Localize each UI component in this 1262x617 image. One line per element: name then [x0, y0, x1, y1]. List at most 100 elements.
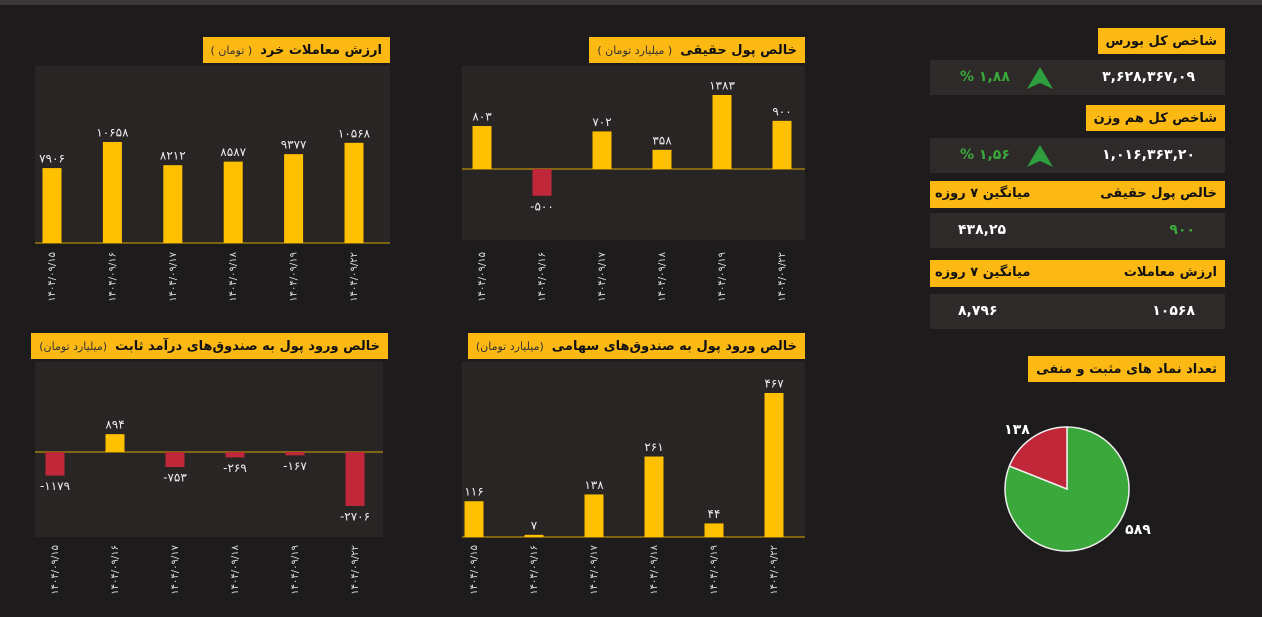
average-row: ۱۰۵۶۸ ۸,۷۹۶	[930, 294, 1225, 329]
value-label: ۱۱۶	[464, 485, 483, 499]
chart-title: تعداد نماد های مثبت و منفی	[1036, 361, 1217, 377]
plot-area	[462, 362, 805, 537]
index-title-badge: شاخص کل هم وزن	[1085, 105, 1225, 131]
value-label: -۱۶۷	[283, 459, 307, 473]
value-label: ۱۰۵۶۸	[338, 126, 371, 140]
value-label: ۷۹۰۶	[39, 152, 65, 166]
index-value: ۳,۶۲۸,۳۶۷,۰۹	[1102, 69, 1195, 85]
x-tick-label: ۱۴۰۴/۰۹/۱۵	[50, 545, 61, 595]
index-change: ۱,۸۸ %	[960, 69, 1010, 85]
bar	[344, 142, 364, 243]
x-tick-label: ۱۴۰۴/۰۹/۱۸	[230, 544, 241, 594]
bar	[345, 452, 365, 506]
top-strip	[0, 0, 1262, 5]
bar	[285, 452, 305, 456]
value-label: -۲۷۰۶	[340, 510, 370, 524]
x-tick-label: ۱۴۰۴/۰۹/۱۹	[717, 252, 728, 302]
bar	[472, 126, 492, 169]
up-arrow	[1027, 67, 1053, 89]
bar	[652, 149, 672, 169]
chart-subtitle: ( میلیارد تومان )	[597, 43, 673, 57]
value-label: ۸۹۴	[105, 418, 124, 432]
x-tick-label: ۱۴۰۴/۰۹/۱۷	[597, 251, 608, 301]
bar	[284, 154, 304, 243]
x-tick-label: ۱۴۰۴/۰۹/۲۲	[350, 545, 361, 595]
value-label: ۸۰۳	[472, 110, 492, 124]
x-tick-label: ۱۴۰۴/۰۹/۱۶	[107, 252, 118, 302]
value-label: ۸۵۸۷	[220, 145, 246, 159]
average-header: ارزش معاملات میانگین ۷ روزه	[930, 260, 1225, 287]
x-tick-label: ۱۴۰۴/۰۹/۱۷	[170, 544, 181, 594]
chart-subtitle: ( تومان )	[210, 43, 253, 57]
index-value: ۱,۰۱۶,۳۶۳,۲۰	[1102, 147, 1195, 163]
value-label: ۲۶۱	[644, 440, 663, 454]
pie-slice	[1008, 426, 1068, 491]
value-label: ۳۵۸	[652, 133, 672, 147]
x-tick-label: ۱۴۰۴/۰۹/۱۹	[289, 252, 300, 302]
bar	[704, 523, 724, 537]
bar	[532, 169, 552, 196]
x-tick-label: ۱۴۰۴/۰۹/۱۹	[709, 545, 720, 595]
up-arrow	[1027, 145, 1053, 167]
value-label: -۵۰۰	[530, 199, 554, 213]
chart-title: خالص ورود پول به صندوق‌های درآمد ثابت	[115, 338, 380, 354]
value-label: ۵۸۹	[1125, 522, 1151, 538]
bar	[712, 95, 732, 169]
bar	[163, 165, 183, 243]
x-tick-label: ۱۴۰۴/۰۹/۱۵	[477, 252, 488, 302]
bar	[772, 120, 792, 169]
x-tick-label: ۱۴۰۴/۰۹/۱۶	[110, 545, 121, 595]
index-title: شاخص کل بورس	[1105, 33, 1217, 49]
chart-title-badge: ارزش معاملات خرد ( تومان )	[202, 37, 390, 63]
bar	[592, 131, 612, 169]
x-tick-label: ۱۴۰۴/۰۹/۱۶	[537, 252, 548, 302]
bar	[584, 494, 604, 537]
average-row: ۹۰۰ ۴۳۸,۲۵	[930, 213, 1225, 248]
chart-title-badge: خالص ورود پول به صندوق‌های درآمد ثابت (م…	[31, 333, 388, 359]
x-tick-label: ۱۴۰۴/۰۹/۲۲	[349, 252, 360, 302]
average-value: ۹۰۰	[1169, 222, 1195, 238]
x-tick-label: ۱۴۰۴/۰۹/۱۶	[529, 545, 540, 595]
x-tick-label: ۱۴۰۴/۰۹/۱۹	[290, 545, 301, 595]
average-value: ۱۰۵۶۸	[1152, 303, 1195, 319]
plot-area	[35, 362, 383, 537]
bar	[464, 501, 484, 537]
bar	[45, 452, 65, 476]
x-tick-label: ۱۴۰۴/۰۹/۱۸	[657, 251, 668, 301]
average-header: خالص پول حقیقی میانگین ۷ روزه	[930, 181, 1225, 208]
bar	[42, 168, 62, 243]
value-label: ۸۲۱۲	[160, 149, 186, 163]
bar	[102, 142, 122, 243]
value-label: -۲۶۹	[223, 461, 247, 475]
x-tick-label: ۱۴۰۴/۰۹/۲۲	[777, 252, 788, 302]
bar	[105, 434, 125, 452]
chart-title: خالص پول حقیقی	[680, 42, 797, 58]
average-avg: ۴۳۸,۲۵	[958, 222, 1007, 238]
value-label: ۴۴	[708, 507, 721, 521]
plot-area	[35, 66, 390, 243]
x-tick-label: ۱۴۰۴/۰۹/۱۸	[649, 544, 660, 594]
bar	[764, 393, 784, 537]
x-tick-label: ۱۴۰۴/۰۹/۱۷	[589, 544, 600, 594]
value-label: ۹۳۷۷	[281, 138, 307, 152]
bar	[644, 456, 664, 537]
x-tick-label: ۱۴۰۴/۰۹/۱۷	[168, 251, 179, 301]
chart-title: ارزش معاملات خرد	[260, 42, 382, 58]
chart-title-badge: خالص ورود پول به صندوق‌های سهامی (میلیار…	[467, 333, 805, 359]
index-change: ۱,۵۶ %	[960, 147, 1010, 163]
value-label: ۹۰۰	[772, 104, 791, 118]
bar	[223, 161, 243, 243]
index-title: شاخص کل هم وزن	[1093, 110, 1217, 126]
value-label: ۴۶۷	[764, 377, 784, 391]
value-label: ۱۰۶۵۸	[96, 126, 129, 140]
average-avg: ۸,۷۹۶	[958, 303, 998, 319]
index-row: ۳,۶۲۸,۳۶۷,۰۹ ۱,۸۸ %	[930, 60, 1225, 95]
average-title: ارزش معاملات	[1123, 265, 1217, 280]
average-title: خالص پول حقیقی	[1100, 186, 1217, 201]
x-tick-label: ۱۴۰۴/۰۹/۱۵	[469, 545, 480, 595]
index-row: ۱,۰۱۶,۳۶۳,۲۰ ۱,۵۶ %	[930, 138, 1225, 173]
chart-title: خالص ورود پول به صندوق‌های سهامی	[551, 338, 797, 354]
chart-subtitle: (میلیارد تومان)	[39, 339, 108, 353]
